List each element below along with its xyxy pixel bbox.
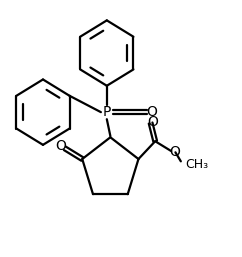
Text: P: P — [103, 105, 111, 119]
Text: CH₃: CH₃ — [185, 158, 208, 171]
Text: O: O — [169, 144, 180, 159]
Text: O: O — [55, 139, 66, 153]
Text: O: O — [147, 115, 158, 129]
Text: O: O — [146, 105, 157, 119]
